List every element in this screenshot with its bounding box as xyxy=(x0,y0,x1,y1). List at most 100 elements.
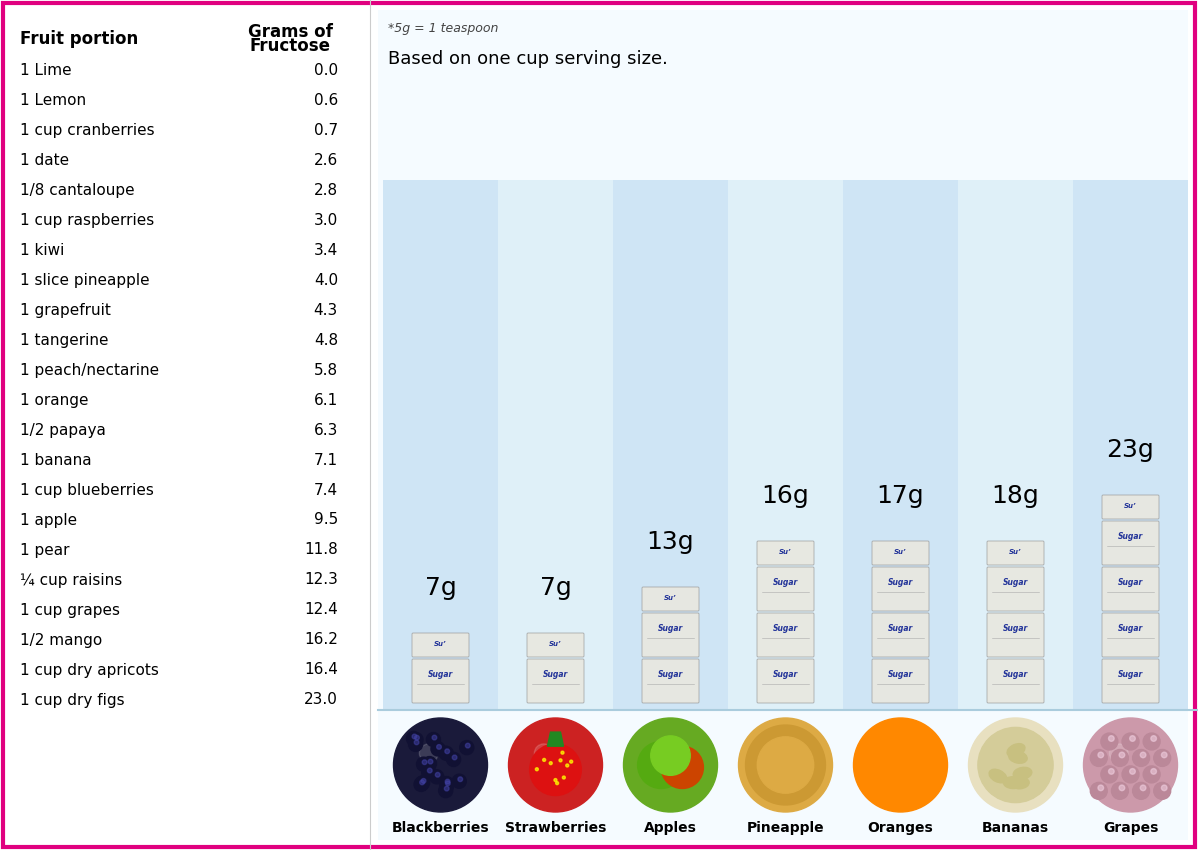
FancyBboxPatch shape xyxy=(728,180,843,710)
Text: Sugar: Sugar xyxy=(428,670,453,679)
Text: Sugar: Sugar xyxy=(658,624,683,633)
Text: Based on one cup serving size.: Based on one cup serving size. xyxy=(388,50,667,68)
Text: Pineapple: Pineapple xyxy=(746,821,824,835)
Text: 1 cup raspberries: 1 cup raspberries xyxy=(20,212,155,228)
Text: 1 cup grapes: 1 cup grapes xyxy=(20,603,120,617)
Circle shape xyxy=(1143,733,1160,750)
Text: Sugar: Sugar xyxy=(888,670,913,679)
FancyBboxPatch shape xyxy=(642,587,698,611)
Circle shape xyxy=(1132,782,1150,799)
Text: 1 cup dry apricots: 1 cup dry apricots xyxy=(20,662,159,677)
Text: 4.0: 4.0 xyxy=(314,273,338,287)
Circle shape xyxy=(764,744,783,762)
Text: 1 apple: 1 apple xyxy=(20,513,77,528)
FancyBboxPatch shape xyxy=(757,659,813,703)
Circle shape xyxy=(422,760,426,764)
FancyBboxPatch shape xyxy=(987,613,1043,657)
Text: 1 cup cranberries: 1 cup cranberries xyxy=(20,122,155,138)
Text: 1 cup blueberries: 1 cup blueberries xyxy=(20,483,153,497)
Circle shape xyxy=(422,766,436,779)
Text: 4.3: 4.3 xyxy=(314,303,338,318)
Text: 1 peach/nectarine: 1 peach/nectarine xyxy=(20,362,159,377)
Circle shape xyxy=(968,718,1063,812)
Text: 1 Lemon: 1 Lemon xyxy=(20,93,86,107)
Circle shape xyxy=(419,780,424,785)
Circle shape xyxy=(1161,785,1167,791)
Circle shape xyxy=(1123,766,1139,783)
Text: 1 kiwi: 1 kiwi xyxy=(20,242,65,258)
Circle shape xyxy=(428,768,432,773)
Text: Apples: Apples xyxy=(645,821,697,835)
FancyBboxPatch shape xyxy=(613,180,728,710)
Circle shape xyxy=(426,733,441,746)
Text: 11.8: 11.8 xyxy=(304,542,338,558)
Circle shape xyxy=(1119,785,1125,791)
Circle shape xyxy=(419,744,438,762)
FancyBboxPatch shape xyxy=(958,180,1073,710)
Circle shape xyxy=(431,742,446,756)
Circle shape xyxy=(416,776,430,790)
Text: 7g: 7g xyxy=(539,576,571,600)
Circle shape xyxy=(994,744,1014,762)
Circle shape xyxy=(444,749,449,754)
Circle shape xyxy=(428,759,432,764)
Text: Grapes: Grapes xyxy=(1103,821,1158,835)
Circle shape xyxy=(438,784,453,797)
Circle shape xyxy=(651,736,690,775)
Text: Su’: Su’ xyxy=(1009,549,1022,555)
Circle shape xyxy=(637,741,684,789)
Text: Su’: Su’ xyxy=(894,549,907,555)
Circle shape xyxy=(536,768,538,771)
Text: Sugar: Sugar xyxy=(1003,578,1028,587)
FancyBboxPatch shape xyxy=(527,659,583,703)
Text: 23.0: 23.0 xyxy=(304,693,338,707)
Text: Sugar: Sugar xyxy=(658,670,683,679)
Circle shape xyxy=(1112,782,1129,799)
Text: Sugar: Sugar xyxy=(888,624,913,633)
FancyBboxPatch shape xyxy=(1102,495,1158,519)
Text: 3.0: 3.0 xyxy=(314,212,338,228)
Circle shape xyxy=(452,774,466,788)
Circle shape xyxy=(460,740,474,755)
Circle shape xyxy=(1130,768,1136,774)
Text: 18g: 18g xyxy=(992,484,1040,508)
Ellipse shape xyxy=(990,769,1006,783)
Circle shape xyxy=(1090,782,1107,799)
Circle shape xyxy=(1161,752,1167,757)
Circle shape xyxy=(409,737,423,751)
Circle shape xyxy=(1108,768,1114,774)
Circle shape xyxy=(415,778,428,791)
Circle shape xyxy=(623,718,718,812)
Circle shape xyxy=(543,758,545,762)
Text: 0.7: 0.7 xyxy=(314,122,338,138)
FancyBboxPatch shape xyxy=(757,541,813,565)
Circle shape xyxy=(1143,766,1160,783)
Circle shape xyxy=(465,743,470,748)
Text: Su’: Su’ xyxy=(434,641,447,647)
Circle shape xyxy=(1101,733,1118,750)
Circle shape xyxy=(432,735,437,740)
Text: 2.8: 2.8 xyxy=(314,183,338,197)
Circle shape xyxy=(1108,736,1114,741)
Ellipse shape xyxy=(1014,768,1031,779)
Ellipse shape xyxy=(1008,744,1025,756)
FancyBboxPatch shape xyxy=(872,541,928,565)
Circle shape xyxy=(393,718,488,812)
Text: 6.3: 6.3 xyxy=(314,422,338,438)
Ellipse shape xyxy=(1003,777,1022,789)
Circle shape xyxy=(423,756,436,771)
Circle shape xyxy=(1119,752,1125,757)
Circle shape xyxy=(437,745,441,749)
Text: 1 cup dry figs: 1 cup dry figs xyxy=(20,693,125,707)
Text: 9.5: 9.5 xyxy=(314,513,338,528)
Text: Sugar: Sugar xyxy=(1003,670,1028,679)
Text: Blackberries: Blackberries xyxy=(392,821,489,835)
FancyBboxPatch shape xyxy=(412,633,468,657)
Text: 6.1: 6.1 xyxy=(314,393,338,407)
FancyBboxPatch shape xyxy=(527,633,583,657)
Circle shape xyxy=(1154,750,1170,767)
Circle shape xyxy=(1101,766,1118,783)
Text: 1 Lime: 1 Lime xyxy=(20,63,72,77)
Text: 0.6: 0.6 xyxy=(314,93,338,107)
Text: Su’: Su’ xyxy=(779,549,792,555)
